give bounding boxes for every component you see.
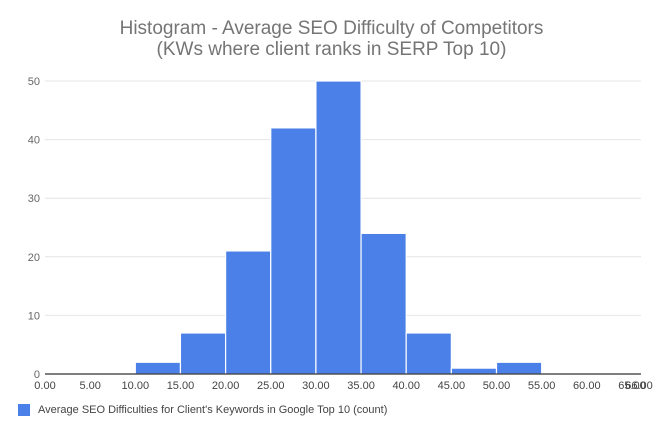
x-tick-label: 65.00: [618, 380, 646, 392]
x-tick-label: 66.00: [625, 380, 653, 392]
chart-title: Histogram - Average SEO Difficulty of Co…: [119, 18, 544, 39]
x-tick-label: 45.00: [438, 380, 466, 392]
histogram-bar-5: [360, 232, 407, 375]
legend: Average SEO Difficulties for Client's Ke…: [18, 404, 387, 416]
chart-subtitle: (KWs where client ranks in SERP Top 10): [156, 39, 507, 60]
histogram-bar-3: [270, 127, 317, 375]
y-tick-label: 50: [28, 76, 40, 88]
x-tick-label: 15.00: [167, 380, 195, 392]
histogram-bar-4: [315, 80, 362, 375]
x-tick-label: 40.00: [392, 380, 420, 392]
histogram-bar-2: [225, 250, 272, 375]
x-tick-label: 5.00: [79, 380, 100, 392]
x-tick-label: 20.00: [212, 380, 240, 392]
x-tick-label: 30.00: [302, 380, 330, 392]
legend-label: Average SEO Difficulties for Client's Ke…: [38, 404, 388, 416]
legend-swatch: [18, 404, 30, 416]
y-tick-label: 20: [28, 252, 40, 264]
y-tick-label: 30: [28, 193, 40, 205]
x-tick-label: 0.00: [34, 380, 55, 392]
x-tick-label: 50.00: [483, 380, 511, 392]
y-tick-label: 40: [28, 135, 40, 147]
x-tick-label: 55.00: [528, 380, 556, 392]
x-tick-label: 10.00: [122, 380, 150, 392]
histogram-bar-0: [134, 361, 182, 375]
y-tick-label: 0: [34, 369, 40, 381]
histogram-bar-8: [495, 361, 543, 375]
histogram-bar-6: [405, 332, 452, 375]
y-tick-label: 10: [28, 310, 40, 322]
histogram-bar-1: [179, 332, 227, 375]
x-tick-label: 25.00: [257, 380, 285, 392]
histogram-bar-7: [450, 367, 498, 375]
x-tick-label: 60.00: [573, 380, 601, 392]
x-tick-label: 35.00: [347, 380, 375, 392]
